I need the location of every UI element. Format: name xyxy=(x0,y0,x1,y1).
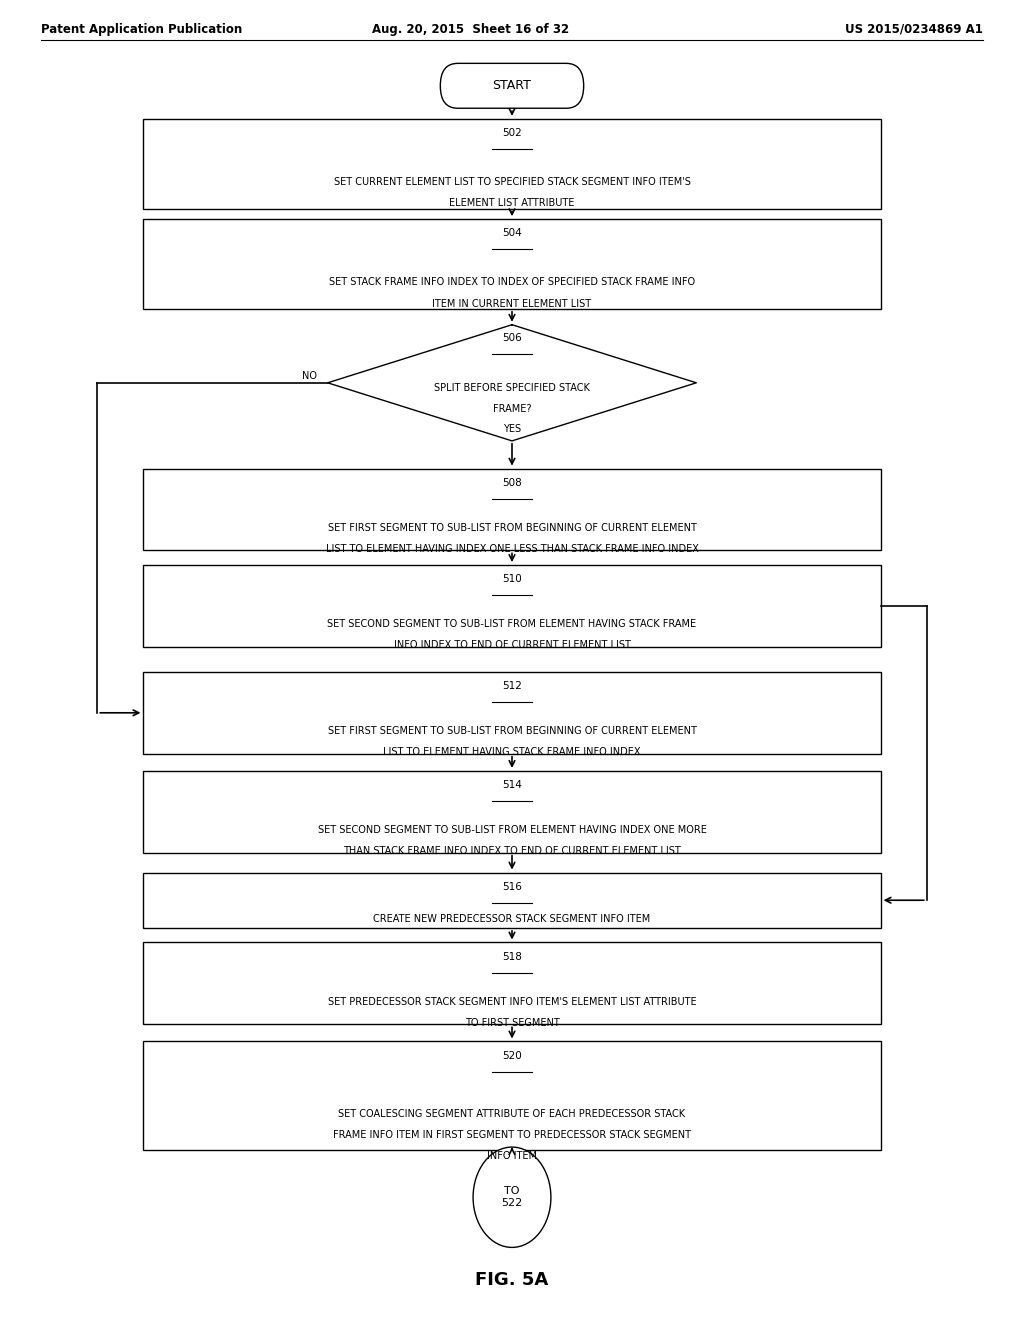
Text: 512: 512 xyxy=(502,681,522,692)
FancyBboxPatch shape xyxy=(143,1041,881,1150)
Text: 520: 520 xyxy=(502,1051,522,1061)
FancyBboxPatch shape xyxy=(143,565,881,647)
Text: FRAME INFO ITEM IN FIRST SEGMENT TO PREDECESSOR STACK SEGMENT: FRAME INFO ITEM IN FIRST SEGMENT TO PRED… xyxy=(333,1130,691,1140)
Text: SET SECOND SEGMENT TO SUB-LIST FROM ELEMENT HAVING INDEX ONE MORE: SET SECOND SEGMENT TO SUB-LIST FROM ELEM… xyxy=(317,825,707,836)
Text: FRAME?: FRAME? xyxy=(493,404,531,414)
Text: 514: 514 xyxy=(502,780,522,791)
Text: TO FIRST SEGMENT: TO FIRST SEGMENT xyxy=(465,1018,559,1028)
Text: 516: 516 xyxy=(502,882,522,892)
Text: ELEMENT LIST ATTRIBUTE: ELEMENT LIST ATTRIBUTE xyxy=(450,198,574,209)
FancyBboxPatch shape xyxy=(143,942,881,1024)
Text: 506: 506 xyxy=(502,333,522,343)
FancyBboxPatch shape xyxy=(143,672,881,754)
Text: SET FIRST SEGMENT TO SUB-LIST FROM BEGINNING OF CURRENT ELEMENT: SET FIRST SEGMENT TO SUB-LIST FROM BEGIN… xyxy=(328,523,696,533)
Text: INFO INDEX TO END OF CURRENT ELEMENT LIST: INFO INDEX TO END OF CURRENT ELEMENT LIS… xyxy=(393,640,631,651)
Text: SET SECOND SEGMENT TO SUB-LIST FROM ELEMENT HAVING STACK FRAME: SET SECOND SEGMENT TO SUB-LIST FROM ELEM… xyxy=(328,619,696,630)
Text: TO
522: TO 522 xyxy=(502,1187,522,1208)
Text: START: START xyxy=(493,79,531,92)
Text: SET PREDECESSOR STACK SEGMENT INFO ITEM'S ELEMENT LIST ATTRIBUTE: SET PREDECESSOR STACK SEGMENT INFO ITEM'… xyxy=(328,997,696,1007)
FancyBboxPatch shape xyxy=(440,63,584,108)
Text: YES: YES xyxy=(503,424,521,434)
Text: CREATE NEW PREDECESSOR STACK SEGMENT INFO ITEM: CREATE NEW PREDECESSOR STACK SEGMENT INF… xyxy=(374,913,650,924)
Text: SPLIT BEFORE SPECIFIED STACK: SPLIT BEFORE SPECIFIED STACK xyxy=(434,383,590,393)
FancyBboxPatch shape xyxy=(143,771,881,853)
Text: FIG. 5A: FIG. 5A xyxy=(475,1271,549,1290)
Text: Patent Application Publication: Patent Application Publication xyxy=(41,22,243,36)
Text: 508: 508 xyxy=(502,478,522,488)
Text: LIST TO ELEMENT HAVING INDEX ONE LESS THAN STACK FRAME INFO INDEX: LIST TO ELEMENT HAVING INDEX ONE LESS TH… xyxy=(326,544,698,554)
Text: SET COALESCING SEGMENT ATTRIBUTE OF EACH PREDECESSOR STACK: SET COALESCING SEGMENT ATTRIBUTE OF EACH… xyxy=(339,1109,685,1119)
FancyBboxPatch shape xyxy=(143,873,881,928)
FancyBboxPatch shape xyxy=(143,219,881,309)
Text: 504: 504 xyxy=(502,228,522,239)
Text: SET CURRENT ELEMENT LIST TO SPECIFIED STACK SEGMENT INFO ITEM'S: SET CURRENT ELEMENT LIST TO SPECIFIED ST… xyxy=(334,177,690,187)
Circle shape xyxy=(473,1147,551,1247)
Text: THAN STACK FRAME INFO INDEX TO END OF CURRENT ELEMENT LIST: THAN STACK FRAME INFO INDEX TO END OF CU… xyxy=(343,846,681,857)
FancyBboxPatch shape xyxy=(143,469,881,550)
Text: 510: 510 xyxy=(502,574,522,585)
Text: SET FIRST SEGMENT TO SUB-LIST FROM BEGINNING OF CURRENT ELEMENT: SET FIRST SEGMENT TO SUB-LIST FROM BEGIN… xyxy=(328,726,696,737)
Text: ITEM IN CURRENT ELEMENT LIST: ITEM IN CURRENT ELEMENT LIST xyxy=(432,298,592,309)
Polygon shape xyxy=(328,325,696,441)
Text: US 2015/0234869 A1: US 2015/0234869 A1 xyxy=(845,22,983,36)
Text: SET STACK FRAME INFO INDEX TO INDEX OF SPECIFIED STACK FRAME INFO: SET STACK FRAME INFO INDEX TO INDEX OF S… xyxy=(329,277,695,288)
Text: LIST TO ELEMENT HAVING STACK FRAME INFO INDEX: LIST TO ELEMENT HAVING STACK FRAME INFO … xyxy=(383,747,641,758)
Text: INFO ITEM: INFO ITEM xyxy=(487,1151,537,1162)
Text: Aug. 20, 2015  Sheet 16 of 32: Aug. 20, 2015 Sheet 16 of 32 xyxy=(373,22,569,36)
Text: NO: NO xyxy=(302,371,317,381)
FancyBboxPatch shape xyxy=(143,119,881,209)
Text: 502: 502 xyxy=(502,128,522,139)
Text: 518: 518 xyxy=(502,952,522,962)
